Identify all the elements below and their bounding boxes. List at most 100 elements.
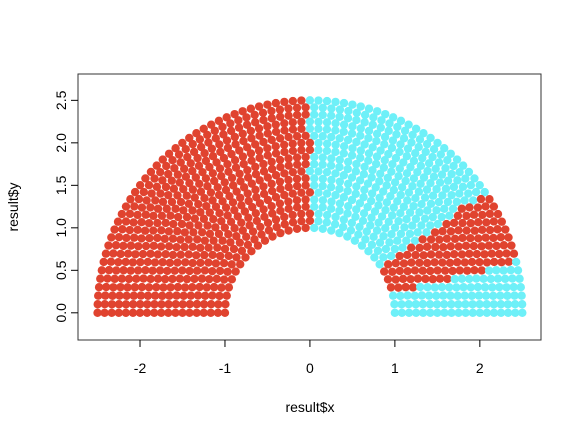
seat	[251, 185, 260, 194]
seat	[149, 241, 158, 250]
seat	[301, 195, 310, 204]
seat	[409, 174, 419, 183]
seat	[263, 122, 272, 131]
seat	[509, 249, 519, 258]
seat	[501, 225, 510, 234]
seat	[314, 96, 323, 105]
seat	[381, 205, 390, 215]
seat	[318, 153, 327, 162]
seat	[461, 241, 471, 250]
seat	[188, 166, 197, 176]
seat	[259, 205, 268, 214]
seat	[143, 257, 153, 267]
seat	[259, 137, 268, 147]
seat	[133, 266, 143, 275]
seat	[159, 283, 168, 292]
seat	[391, 275, 400, 284]
seat	[216, 147, 225, 157]
seat	[318, 110, 327, 120]
seat	[331, 119, 340, 128]
seat	[292, 203, 302, 212]
seat	[195, 179, 204, 189]
seat	[305, 166, 315, 176]
seat	[152, 161, 161, 170]
seat	[101, 249, 111, 258]
seat	[383, 275, 393, 284]
seat	[517, 291, 526, 300]
seat	[390, 178, 400, 187]
seat	[462, 211, 471, 221]
seat	[478, 210, 487, 220]
seat	[386, 251, 396, 261]
seat	[170, 163, 179, 173]
seat	[179, 291, 188, 301]
seat	[301, 174, 310, 183]
seat	[121, 202, 131, 211]
seat	[327, 154, 336, 163]
seat	[327, 175, 336, 185]
seat	[195, 135, 205, 144]
seat	[430, 258, 439, 267]
seat	[372, 129, 382, 138]
seat	[244, 213, 253, 222]
seat	[386, 283, 396, 292]
seat	[479, 274, 488, 283]
seat	[121, 300, 131, 309]
seat	[185, 221, 194, 230]
seat	[379, 253, 388, 262]
seat	[380, 267, 389, 276]
seat	[135, 308, 145, 318]
seat	[314, 188, 323, 197]
seat	[305, 96, 315, 105]
seat	[503, 308, 513, 318]
seat	[439, 291, 448, 300]
seat	[377, 212, 387, 221]
seat	[368, 165, 377, 175]
seat	[410, 266, 420, 275]
seat	[387, 143, 397, 153]
seat	[378, 187, 388, 196]
seat	[467, 257, 477, 267]
seat	[435, 178, 445, 187]
seat	[515, 274, 524, 283]
seat	[482, 300, 491, 309]
seat	[243, 165, 252, 175]
seat	[440, 266, 450, 275]
seat	[153, 204, 163, 213]
seat	[414, 142, 423, 152]
seat	[441, 184, 451, 193]
seat	[112, 266, 121, 275]
seat	[181, 172, 191, 181]
seat	[359, 170, 369, 179]
seat	[165, 258, 175, 268]
seat	[470, 226, 479, 235]
seat	[348, 122, 357, 131]
seat	[417, 291, 427, 300]
seat	[381, 244, 391, 254]
seat	[205, 229, 215, 239]
seat	[180, 242, 189, 252]
seat	[476, 194, 486, 204]
seat	[415, 258, 424, 267]
seat	[232, 231, 241, 241]
seat	[207, 120, 216, 129]
seat	[442, 219, 451, 229]
seat	[235, 169, 244, 179]
seat	[250, 110, 259, 120]
seat	[489, 202, 499, 211]
seat	[433, 219, 443, 229]
seat	[356, 102, 365, 111]
seat	[460, 291, 469, 300]
seat	[388, 291, 398, 300]
seat	[190, 274, 199, 284]
seat	[288, 146, 298, 155]
seat	[375, 177, 384, 186]
seat	[502, 249, 511, 258]
seat	[423, 258, 432, 268]
seat	[254, 102, 264, 111]
seat	[363, 202, 372, 212]
seat	[280, 97, 289, 107]
seat	[284, 197, 293, 206]
seat	[178, 266, 187, 275]
seat	[510, 300, 520, 309]
